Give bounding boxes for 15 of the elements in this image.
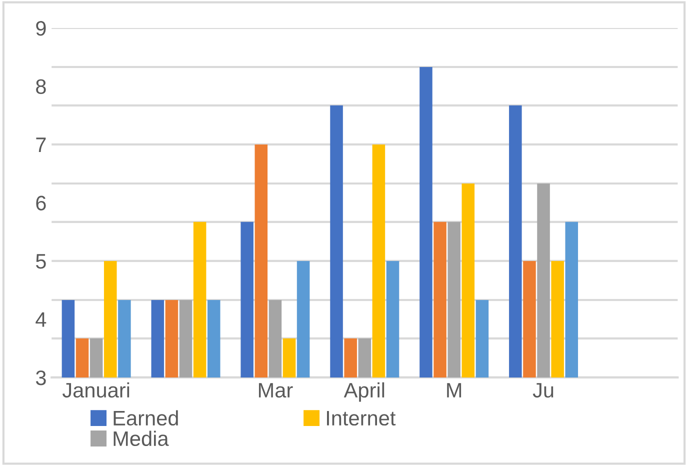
legend-label: Media — [114, 430, 169, 446]
y-tick-label: 7 — [36, 138, 46, 152]
x-tick-label: April — [344, 382, 384, 402]
legend-label: Internet — [327, 411, 396, 426]
y-tick-label: 4 — [36, 312, 46, 327]
legend-label: Earned — [114, 410, 178, 426]
x-tick-label: Januari — [62, 382, 130, 398]
y-tick-label: 6 — [36, 196, 46, 210]
x-tick-label: Ju — [532, 383, 554, 398]
y-tick-label: 5 — [36, 254, 46, 269]
y-tick-label: 9 — [36, 20, 46, 36]
y-tick-label: 8 — [36, 79, 46, 94]
x-tick-label: M — [447, 383, 462, 398]
x-tick-label: Mar — [258, 383, 293, 398]
y-tick-label: 3 — [36, 370, 46, 386]
